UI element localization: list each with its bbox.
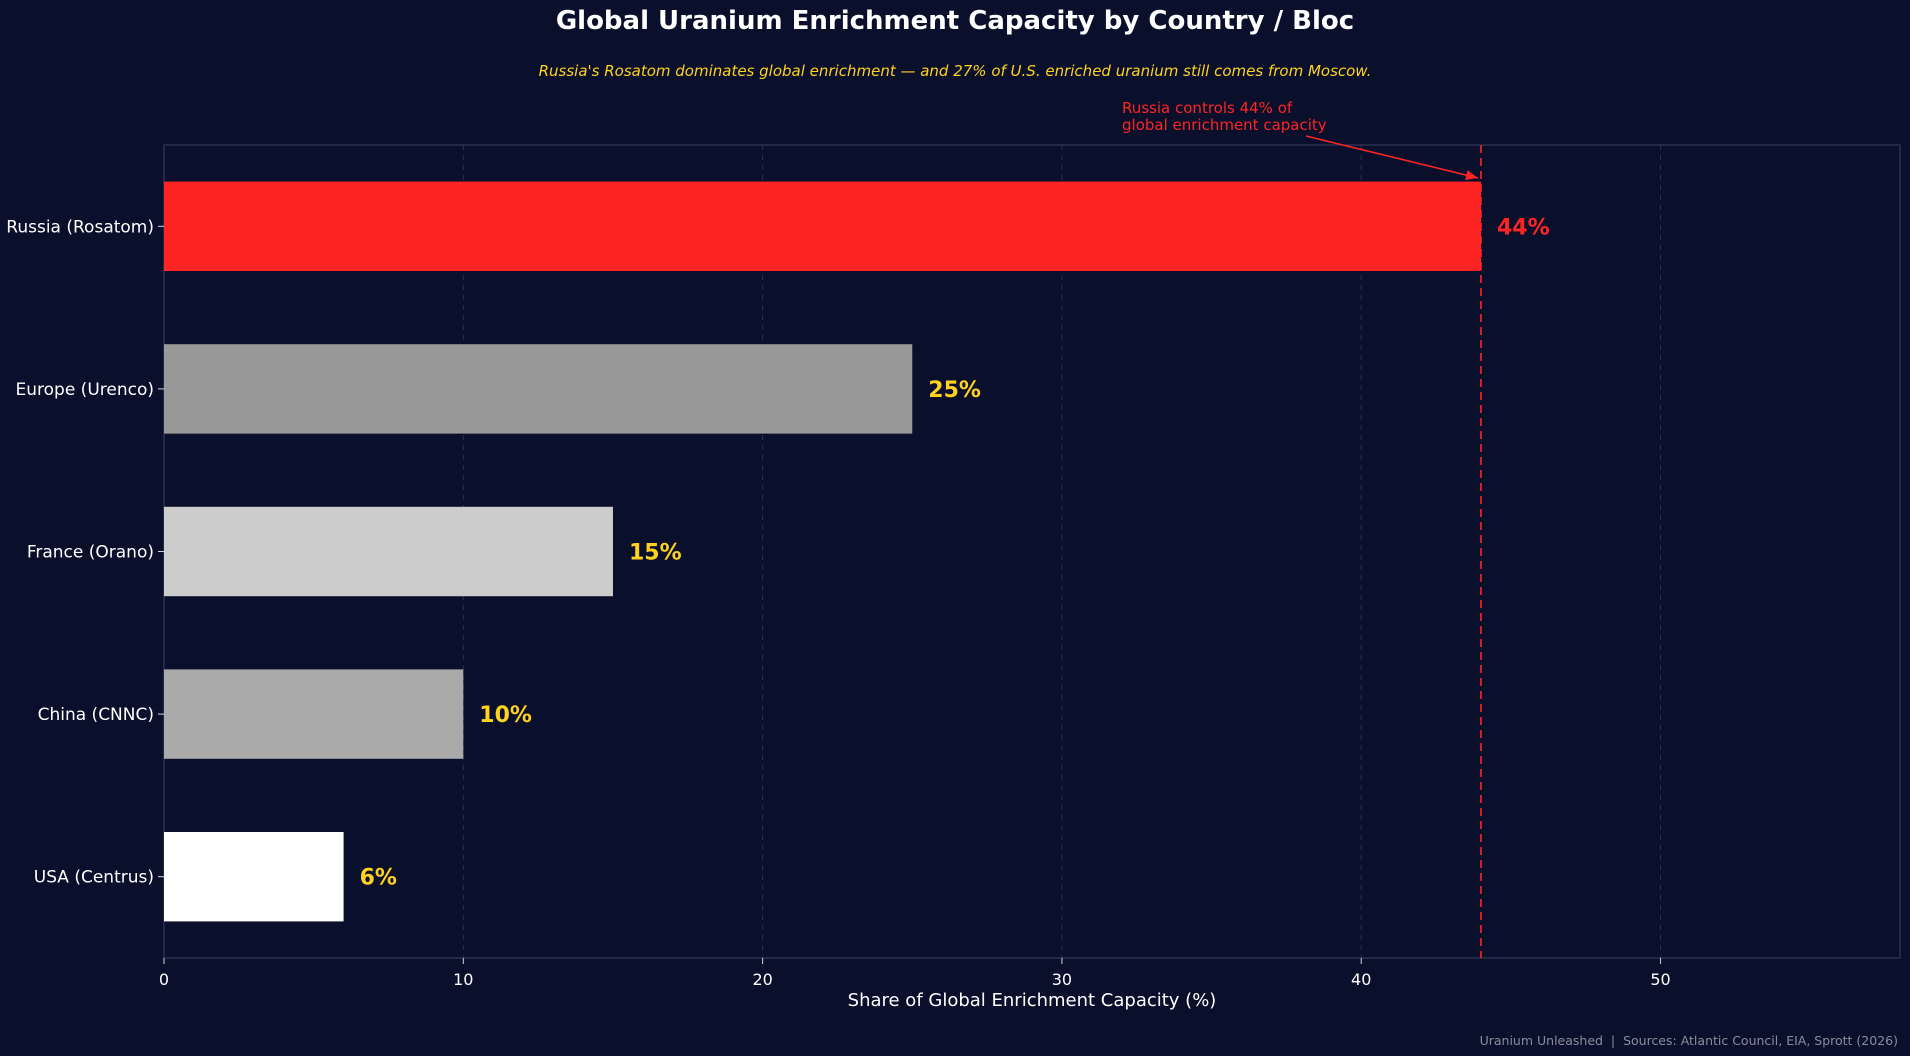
value-label: 44% xyxy=(1497,215,1550,240)
bar xyxy=(164,669,464,759)
bar xyxy=(164,181,1481,272)
footer-source: Uranium Unleashed | Sources: Atlantic Co… xyxy=(1480,1033,1898,1048)
value-label: 10% xyxy=(479,703,532,728)
category-label: Russia (Rosatom) xyxy=(6,217,154,237)
value-label: 15% xyxy=(629,541,682,566)
x-axis-label: Share of Global Enrichment Capacity (%) xyxy=(848,990,1217,1011)
chart-title: Global Uranium Enrichment Capacity by Co… xyxy=(556,6,1354,36)
annotation-arrow xyxy=(1305,135,1479,179)
labels-layer: Russia (Rosatom) 44% Europe (Urenco) 25% Fra… xyxy=(6,215,1549,890)
x-tick-label: 30 xyxy=(1052,970,1072,989)
category-label: Europe (Urenco) xyxy=(16,380,155,400)
category-label: France (Orano) xyxy=(27,543,154,563)
value-label: 25% xyxy=(928,378,981,403)
bar xyxy=(164,506,613,597)
value-label: 6% xyxy=(360,866,397,891)
annotation-text: Russia controls 44% of global enrichment… xyxy=(1122,99,1327,134)
bar xyxy=(164,831,344,922)
annotation-line-1: Russia controls 44% of xyxy=(1122,99,1293,117)
x-tick-label: 50 xyxy=(1650,970,1670,989)
bar xyxy=(164,344,913,434)
category-label: USA (Centrus) xyxy=(34,868,154,888)
category-label: China (CNNC) xyxy=(38,705,154,725)
ticks-layer: 0 10 20 30 40 50 xyxy=(158,225,1671,989)
annotation-line-2: global enrichment capacity xyxy=(1122,116,1327,134)
x-tick-label: 40 xyxy=(1351,970,1371,989)
bars-layer xyxy=(164,181,1481,922)
chart-subtitle: Russia's Rosatom dominates global enrich… xyxy=(539,62,1372,80)
annotation-arrowhead xyxy=(1465,170,1478,181)
x-tick-label: 20 xyxy=(752,970,772,989)
x-tick-label: 10 xyxy=(453,970,473,989)
x-tick-label: 0 xyxy=(159,970,169,989)
